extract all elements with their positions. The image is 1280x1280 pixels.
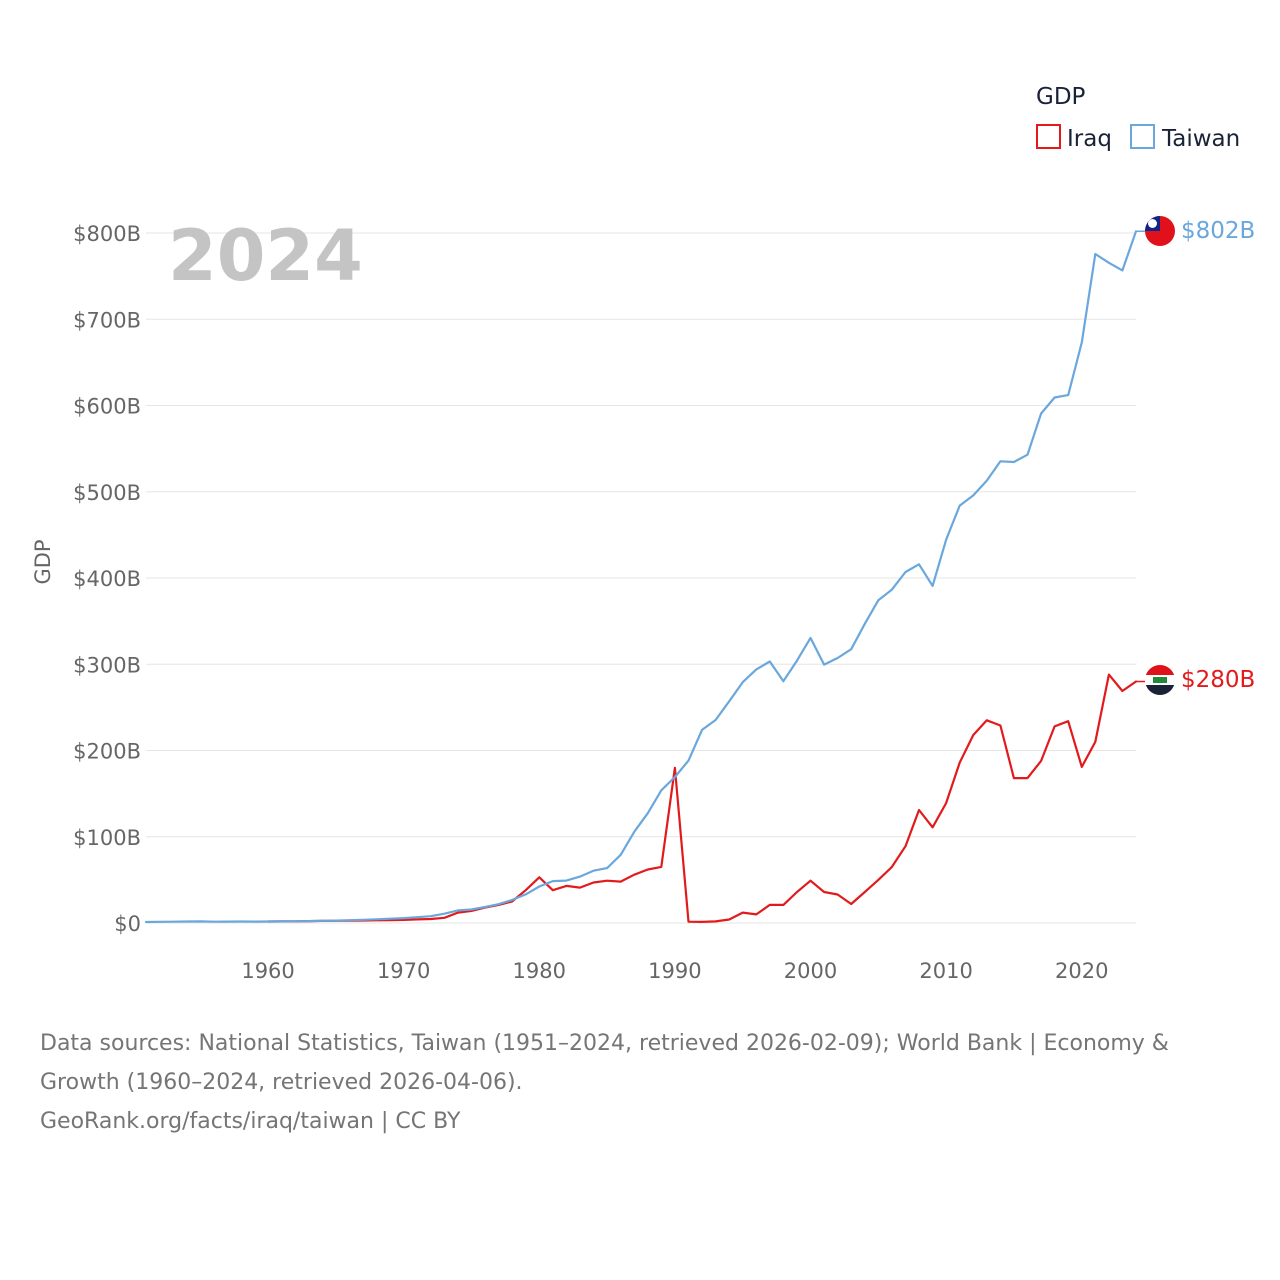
- legend: GDP Iraq Taiwan: [1036, 84, 1240, 152]
- end-value-label-iraq: $280B: [1181, 667, 1255, 693]
- y-tick-label: $600B: [73, 395, 141, 419]
- y-axis-title: GDP: [31, 539, 55, 584]
- gridlines: [146, 232, 1136, 924]
- x-tick-label: 2020: [1055, 959, 1108, 983]
- y-tick-label: $400B: [73, 567, 141, 591]
- series-line-taiwan: [144, 230, 1138, 924]
- x-tick-label: 2000: [784, 959, 837, 983]
- x-axis-ticks: 1960 1970 1980 1990 2000 2010 2020: [241, 959, 1108, 983]
- source-line: Growth (1960–2024, retrieved 2026-04-06)…: [40, 1070, 523, 1095]
- year-label: 2024: [168, 215, 363, 297]
- legend-swatch-taiwan[interactable]: [1130, 124, 1155, 149]
- y-tick-label: $300B: [73, 653, 141, 677]
- y-tick-label: $500B: [73, 481, 141, 505]
- legend-label-iraq[interactable]: Iraq: [1067, 126, 1112, 152]
- data-source-note: Data sources: National Statistics, Taiwa…: [40, 1024, 1240, 1141]
- legend-label-taiwan[interactable]: Taiwan: [1161, 126, 1240, 152]
- series-lines: [144, 230, 1145, 924]
- x-tick-label: 1990: [648, 959, 701, 983]
- y-tick-label: $100B: [73, 826, 141, 850]
- attribution-link[interactable]: GeoRank.org/facts/iraq/taiwan | CC BY: [40, 1109, 461, 1134]
- x-tick-label: 1970: [377, 959, 430, 983]
- legend-swatch-iraq[interactable]: [1036, 124, 1061, 149]
- end-value-label-taiwan: $802B: [1181, 218, 1255, 244]
- x-tick-label: 1980: [513, 959, 566, 983]
- taiwan-flag-icon: [1145, 216, 1175, 246]
- y-tick-label: $0: [114, 912, 141, 936]
- y-tick-label: $200B: [73, 740, 141, 764]
- series-line-iraq: [267, 673, 1138, 923]
- x-tick-label: 2010: [919, 959, 972, 983]
- iraq-flag-icon: [1145, 665, 1175, 695]
- y-tick-label: $700B: [73, 308, 141, 332]
- source-line: Data sources: National Statistics, Taiwa…: [40, 1031, 1169, 1056]
- y-axis-ticks: $0 $100B $200B $300B $400B $500B $600B $700B $80…: [73, 222, 141, 936]
- legend-title: GDP: [1036, 84, 1086, 110]
- y-tick-label: $800B: [73, 222, 141, 246]
- x-tick-label: 1960: [241, 959, 294, 983]
